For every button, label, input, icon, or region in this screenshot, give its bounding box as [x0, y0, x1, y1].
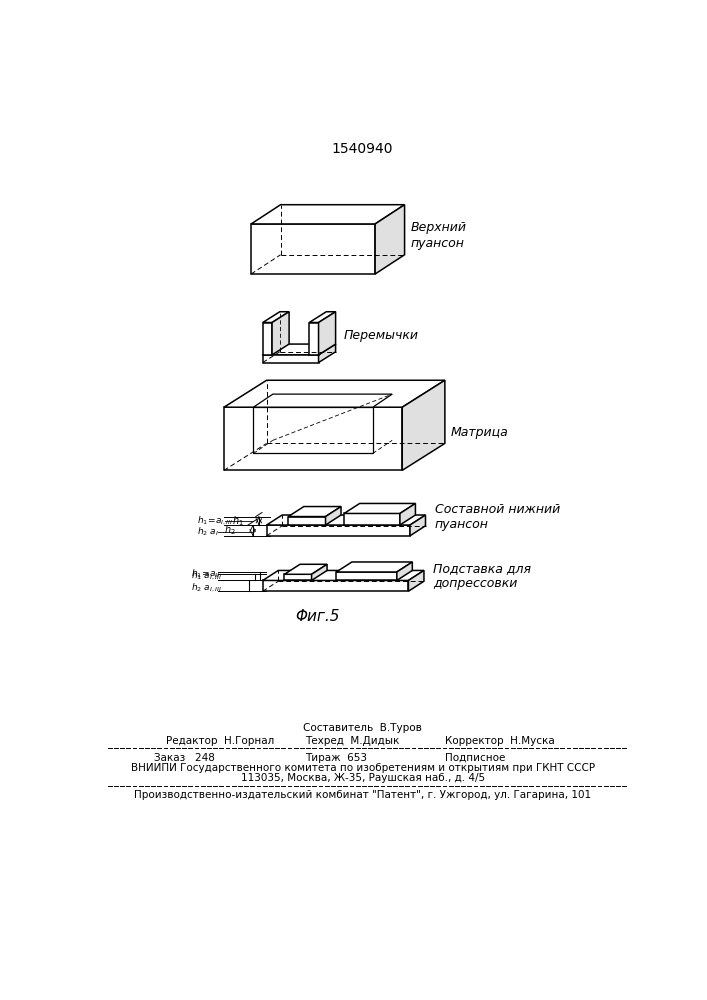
Polygon shape — [410, 515, 426, 536]
Polygon shape — [263, 355, 319, 363]
Text: Φиг.5: Φиг.5 — [295, 609, 339, 624]
Polygon shape — [337, 572, 397, 580]
Text: $h_2\ a_{I,III}$: $h_2\ a_{I,III}$ — [191, 581, 221, 594]
Text: ВНИИПИ Государственного комитета по изобретениям и открытиям при ГКНТ СССР: ВНИИПИ Государственного комитета по изоб… — [131, 763, 595, 773]
Polygon shape — [251, 224, 375, 274]
Text: Корректор  Н.Муска: Корректор Н.Муска — [445, 736, 554, 746]
Polygon shape — [263, 570, 424, 580]
Polygon shape — [263, 580, 409, 591]
Polygon shape — [253, 407, 373, 453]
Text: $h_1\ a_{I,III}$: $h_1\ a_{I,III}$ — [191, 570, 221, 582]
Text: $h_2$: $h_2$ — [224, 524, 235, 537]
Text: Техред  М.Дидык: Техред М.Дидык — [305, 736, 399, 746]
Polygon shape — [309, 312, 336, 323]
Polygon shape — [312, 564, 327, 580]
Polygon shape — [263, 323, 272, 355]
Polygon shape — [224, 380, 445, 407]
Text: $h_2\ a_I$: $h_2\ a_I$ — [197, 526, 219, 538]
Polygon shape — [319, 312, 336, 355]
Text: Подписное: Подписное — [445, 753, 506, 763]
Polygon shape — [375, 205, 404, 274]
Polygon shape — [402, 380, 445, 470]
Polygon shape — [344, 513, 400, 525]
Text: Матрица: Матрица — [451, 426, 509, 439]
Polygon shape — [397, 562, 412, 580]
Text: $h_1\!=\!a_{II}$: $h_1\!=\!a_{II}$ — [191, 567, 220, 580]
Polygon shape — [251, 205, 404, 224]
Polygon shape — [267, 515, 426, 525]
Text: Заказ   248: Заказ 248 — [154, 753, 215, 763]
Text: Составной нижний
пуансон: Составной нижний пуансон — [435, 503, 560, 531]
Text: $h_1\!=\!a_{I,III}$: $h_1\!=\!a_{I,III}$ — [197, 515, 233, 527]
Text: Тираж  653: Тираж 653 — [305, 753, 368, 763]
Polygon shape — [344, 503, 416, 513]
Text: Производственно-издательский комбинат "Патент", г. Ужгород, ул. Гагарина, 101: Производственно-издательский комбинат "П… — [134, 790, 591, 800]
Polygon shape — [267, 525, 410, 536]
Polygon shape — [284, 574, 312, 580]
Text: Перемычки: Перемычки — [344, 329, 419, 342]
Polygon shape — [253, 394, 392, 407]
Polygon shape — [272, 312, 289, 355]
Text: Редактор  Н.Горнал: Редактор Н.Горнал — [166, 736, 274, 746]
Polygon shape — [325, 507, 341, 525]
Text: Подставка для
допрессовки: Подставка для допрессовки — [433, 562, 531, 590]
Text: Верхний
пуансон: Верхний пуансон — [411, 222, 467, 249]
Polygon shape — [224, 407, 402, 470]
Polygon shape — [288, 507, 341, 517]
Polygon shape — [309, 323, 319, 355]
Text: 1540940: 1540940 — [331, 142, 392, 156]
Polygon shape — [409, 570, 424, 591]
Text: 113035, Москва, Ж-35, Раушская наб., д. 4/5: 113035, Москва, Ж-35, Раушская наб., д. … — [240, 773, 485, 783]
Polygon shape — [263, 344, 336, 355]
Polygon shape — [288, 517, 325, 525]
Polygon shape — [337, 562, 412, 572]
Polygon shape — [400, 503, 416, 525]
Polygon shape — [319, 344, 336, 363]
Polygon shape — [263, 312, 289, 323]
Text: $h_1$: $h_1$ — [232, 514, 243, 528]
Text: Составитель  В.Туров: Составитель В.Туров — [303, 723, 422, 733]
Polygon shape — [284, 564, 327, 574]
